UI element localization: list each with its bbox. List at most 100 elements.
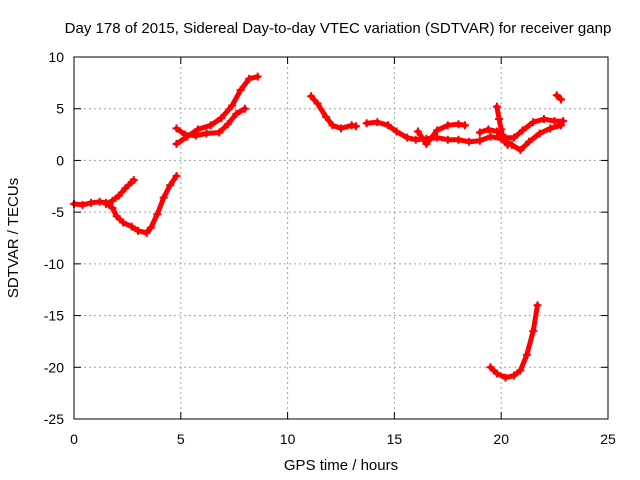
data-point <box>413 127 422 136</box>
data-point <box>313 99 322 108</box>
data-point <box>351 122 360 131</box>
data-point <box>383 121 392 130</box>
data-point <box>202 129 211 138</box>
data-point <box>522 350 531 359</box>
y-tick-label: -20 <box>44 359 64 375</box>
data-point <box>422 139 431 148</box>
data-point <box>433 126 442 135</box>
data-point <box>552 91 561 100</box>
x-tick-label: 5 <box>177 431 185 447</box>
data-point <box>486 132 495 141</box>
data-point <box>492 102 501 111</box>
y-axis: 10 5 0 -5 -10 -15 -20 -25 <box>44 49 608 427</box>
data-point <box>497 125 506 134</box>
data-point <box>454 135 463 144</box>
x-tick-label: 20 <box>493 431 509 447</box>
data-point <box>373 118 382 127</box>
x-tick-label: 10 <box>280 431 296 447</box>
data-point <box>503 140 512 149</box>
data-point <box>146 223 155 232</box>
y-axis-title: SDTVAR / TECUs <box>5 178 22 298</box>
data-point <box>516 146 525 155</box>
data-point <box>217 114 226 123</box>
data-point <box>183 132 192 141</box>
data-point <box>108 196 117 205</box>
data-point <box>215 128 224 137</box>
data-point <box>411 135 420 144</box>
data-point <box>78 200 87 209</box>
data-point <box>172 139 181 148</box>
data-point <box>403 133 412 142</box>
data-point <box>228 101 237 110</box>
data-point <box>546 124 555 133</box>
data-point <box>475 128 484 137</box>
series-trace <box>477 116 566 141</box>
data-point <box>454 120 463 129</box>
data-point <box>129 176 138 185</box>
data-point <box>236 86 245 95</box>
grid <box>74 57 608 419</box>
data-point <box>245 74 254 83</box>
data-point <box>510 133 519 142</box>
data-series <box>70 72 568 382</box>
x-tick-label: 0 <box>70 431 78 447</box>
data-point <box>322 112 331 121</box>
data-point <box>529 118 538 127</box>
data-point <box>232 109 241 118</box>
data-point <box>529 327 538 336</box>
data-point <box>114 191 123 200</box>
data-point <box>533 301 542 310</box>
data-point <box>119 218 128 227</box>
data-point <box>112 212 121 221</box>
data-point <box>535 129 544 138</box>
x-axis: 0 5 10 15 20 25 <box>70 57 616 447</box>
data-point <box>87 198 96 207</box>
data-point <box>347 121 356 130</box>
data-point <box>518 126 527 135</box>
chart-title: Day 178 of 2015, Sidereal Day-to-day VTE… <box>65 20 612 37</box>
series-trace <box>71 173 179 236</box>
data-point <box>486 363 495 372</box>
x-axis-title: GPS time / hours <box>284 457 398 474</box>
data-point <box>539 115 548 124</box>
data-point <box>475 136 484 145</box>
data-point <box>153 210 162 219</box>
data-point <box>328 121 337 130</box>
data-point <box>362 119 371 128</box>
data-point <box>159 193 168 202</box>
data-point <box>307 92 316 101</box>
data-point <box>95 197 104 206</box>
data-point <box>253 72 262 81</box>
y-tick-label: -25 <box>44 411 64 427</box>
data-point <box>121 184 130 193</box>
data-point <box>460 121 469 130</box>
data-point <box>495 115 504 124</box>
y-tick-label: 10 <box>48 49 64 65</box>
x-tick-label: 25 <box>600 431 616 447</box>
data-point <box>337 124 345 133</box>
data-point <box>102 199 111 208</box>
data-point <box>443 135 452 144</box>
series-trace <box>364 119 564 153</box>
y-tick-label: 5 <box>56 101 64 117</box>
y-tick-label: -5 <box>52 204 65 220</box>
data-point <box>193 125 202 134</box>
y-tick-label: -15 <box>44 308 64 324</box>
x-tick-label: 15 <box>387 431 403 447</box>
y-tick-label: 0 <box>56 152 64 168</box>
data-point <box>524 137 533 146</box>
data-point <box>142 228 151 237</box>
data-point <box>501 373 510 382</box>
data-point <box>443 121 452 130</box>
data-point <box>240 104 249 113</box>
data-point <box>223 120 232 129</box>
data-point <box>206 121 215 130</box>
data-point <box>127 222 136 231</box>
data-point <box>172 124 181 133</box>
data-point <box>465 137 474 146</box>
data-point <box>108 204 117 213</box>
data-point <box>134 226 143 235</box>
data-point <box>557 95 566 104</box>
data-point <box>484 125 493 134</box>
